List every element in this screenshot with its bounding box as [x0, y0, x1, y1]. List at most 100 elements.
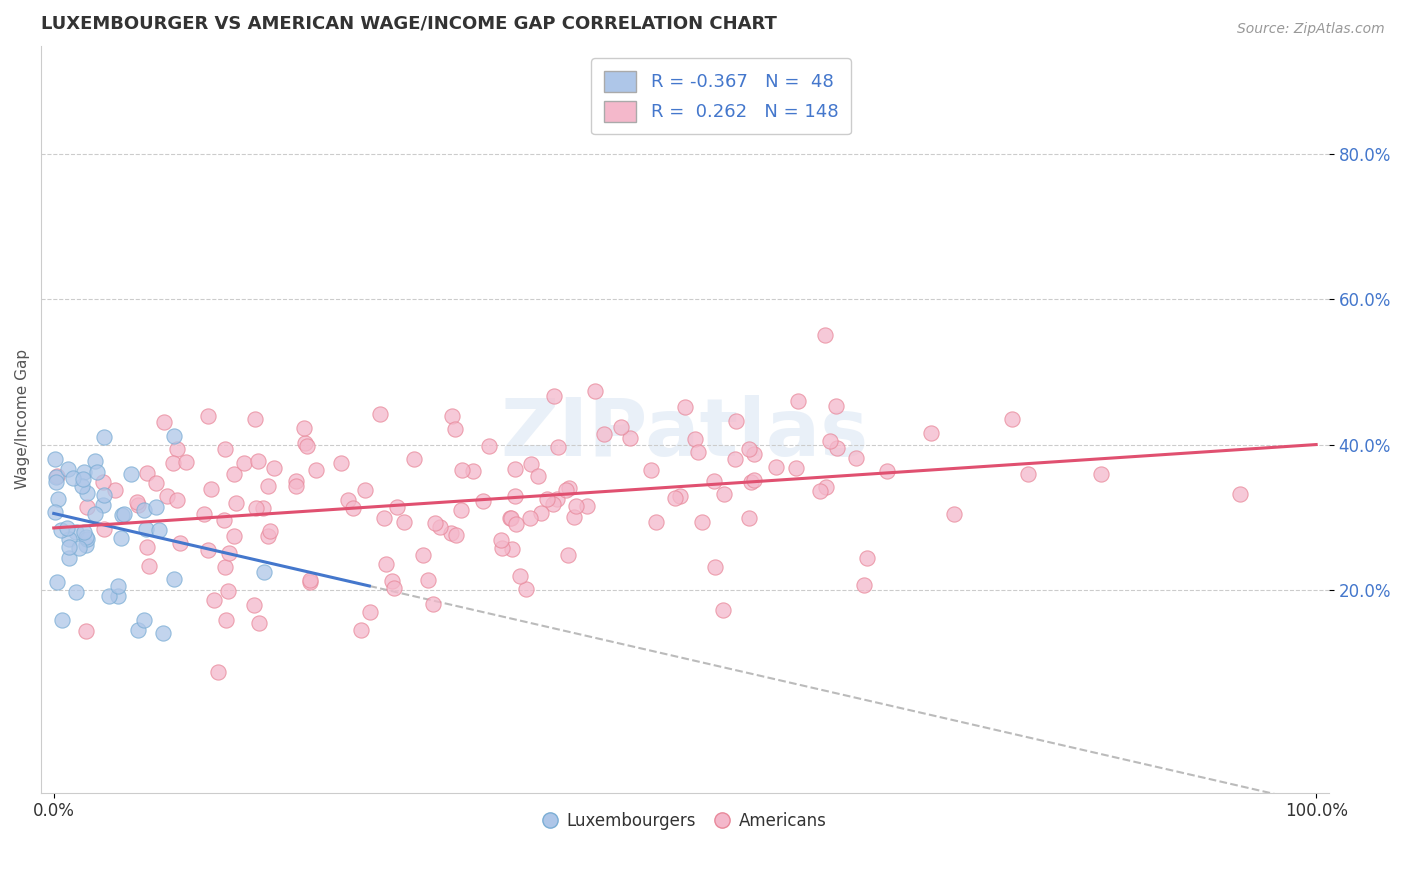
Point	[669, 489, 692, 503]
Point	[298, 573, 321, 587]
Point	[127, 623, 149, 637]
Point	[515, 582, 537, 597]
Point	[55, 520, 77, 534]
Point	[65, 524, 87, 539]
Point	[808, 483, 831, 498]
Point	[526, 468, 548, 483]
Point	[536, 492, 558, 507]
Point	[299, 574, 322, 589]
Point	[75, 538, 97, 552]
Point	[138, 558, 160, 573]
Point	[744, 473, 766, 487]
Point	[97, 589, 120, 603]
Point	[423, 516, 446, 531]
Point	[67, 541, 90, 556]
Point	[153, 415, 176, 429]
Point	[51, 524, 73, 538]
Point	[723, 452, 745, 467]
Point	[72, 472, 94, 486]
Point	[547, 440, 569, 454]
Point	[76, 485, 98, 500]
Point	[75, 530, 97, 544]
Point	[920, 426, 942, 441]
Point	[110, 531, 132, 545]
Point	[501, 542, 523, 557]
Point	[724, 414, 747, 428]
Point	[58, 550, 80, 565]
Point	[385, 500, 408, 515]
Point	[814, 480, 837, 494]
Point	[943, 507, 966, 521]
Point	[73, 524, 96, 539]
Point	[451, 463, 474, 477]
Point	[84, 454, 107, 468]
Point	[75, 624, 97, 638]
Point	[246, 454, 269, 468]
Point	[440, 526, 463, 541]
Point	[825, 399, 848, 413]
Point	[373, 511, 395, 525]
Point	[222, 528, 245, 542]
Point	[787, 394, 810, 409]
Point	[703, 475, 725, 489]
Point	[65, 584, 87, 599]
Point	[83, 507, 105, 521]
Text: ZIPatlas: ZIPatlas	[501, 395, 869, 473]
Point	[412, 548, 434, 562]
Point	[329, 456, 352, 470]
Point	[162, 456, 184, 470]
Point	[686, 444, 709, 458]
Point	[247, 615, 270, 630]
Point	[127, 494, 149, 508]
Point	[76, 533, 98, 547]
Point	[818, 434, 841, 449]
Point	[564, 500, 586, 514]
Point	[257, 479, 280, 493]
Point	[297, 439, 319, 453]
Point	[491, 541, 513, 555]
Point	[429, 520, 451, 534]
Point	[713, 603, 735, 617]
Point	[135, 540, 157, 554]
Point	[259, 524, 281, 538]
Point	[342, 501, 364, 516]
Point	[444, 528, 467, 542]
Point	[503, 462, 526, 476]
Point	[501, 511, 523, 525]
Point	[252, 500, 274, 515]
Point	[233, 456, 256, 470]
Point	[107, 579, 129, 593]
Point	[292, 420, 315, 434]
Point	[93, 488, 115, 502]
Point	[1001, 412, 1024, 426]
Point	[243, 412, 266, 426]
Point	[166, 492, 188, 507]
Point	[58, 533, 80, 547]
Point	[305, 463, 328, 477]
Point	[107, 589, 129, 603]
Point	[152, 625, 174, 640]
Point	[263, 460, 285, 475]
Point	[145, 500, 167, 514]
Point	[104, 483, 127, 498]
Point	[156, 489, 179, 503]
Point	[354, 483, 377, 497]
Point	[1090, 467, 1112, 482]
Point	[543, 389, 565, 403]
Point	[555, 483, 578, 498]
Point	[543, 497, 565, 511]
Point	[740, 475, 762, 489]
Point	[359, 605, 381, 619]
Point	[45, 469, 67, 483]
Point	[463, 464, 485, 478]
Point	[765, 460, 787, 475]
Point	[713, 487, 735, 501]
Point	[785, 460, 807, 475]
Point	[489, 533, 512, 547]
Point	[284, 479, 307, 493]
Point	[384, 581, 406, 595]
Point	[44, 451, 66, 466]
Point	[402, 451, 425, 466]
Point	[253, 565, 276, 579]
Point	[576, 500, 599, 514]
